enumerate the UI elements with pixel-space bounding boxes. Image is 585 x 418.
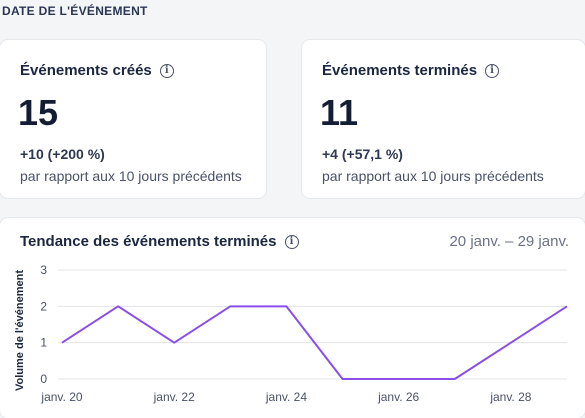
kpi-delta-completed: +4 (+57,1 %) xyxy=(322,146,403,162)
kpi-title-completed: Événements terminés i xyxy=(322,62,499,79)
kpi-comparison-completed: par rapport aux 10 jours précédents xyxy=(322,168,544,184)
kpi-value-completed: 11 xyxy=(320,92,358,134)
y-tick-label: 3 xyxy=(40,263,47,277)
trend-line-chart: 0 1 2 3 Volume de l'événement janv. 20 janv. 2… xyxy=(0,218,585,414)
y-tick-label: 0 xyxy=(40,372,47,386)
kpi-card-created: Événements créés i 15 +10 (+200 %) par r… xyxy=(0,40,266,198)
info-icon[interactable]: i xyxy=(485,64,499,78)
kpi-title-completed-text: Événements terminés xyxy=(322,62,477,79)
trend-chart-card: Tendance des événements terminés i 20 ja… xyxy=(0,218,585,418)
y-tick-label: 1 xyxy=(40,336,47,350)
x-tick-label: janv. 22 xyxy=(153,390,195,404)
y-axis-label: Volume de l'événement xyxy=(14,270,26,391)
kpi-delta-created: +10 (+200 %) xyxy=(20,146,105,162)
x-tick-label: janv. 20 xyxy=(40,390,82,404)
section-label: DATE DE L'ÉVÉNEMENT xyxy=(2,4,148,18)
kpi-comparison-created: par rapport aux 10 jours précédents xyxy=(20,168,242,184)
x-tick-label: janv. 24 xyxy=(265,390,307,404)
kpi-card-completed: Événements terminés i 11 +4 (+57,1 %) pa… xyxy=(302,40,585,198)
kpi-value-created: 15 xyxy=(18,92,58,134)
x-tick-label: janv. 26 xyxy=(377,390,419,404)
x-tick-label: janv. 28 xyxy=(489,390,531,404)
info-icon[interactable]: i xyxy=(160,64,174,78)
kpi-title-created: Événements créés i xyxy=(20,62,174,79)
kpi-title-created-text: Événements créés xyxy=(20,62,152,79)
y-tick-label: 2 xyxy=(40,299,47,313)
